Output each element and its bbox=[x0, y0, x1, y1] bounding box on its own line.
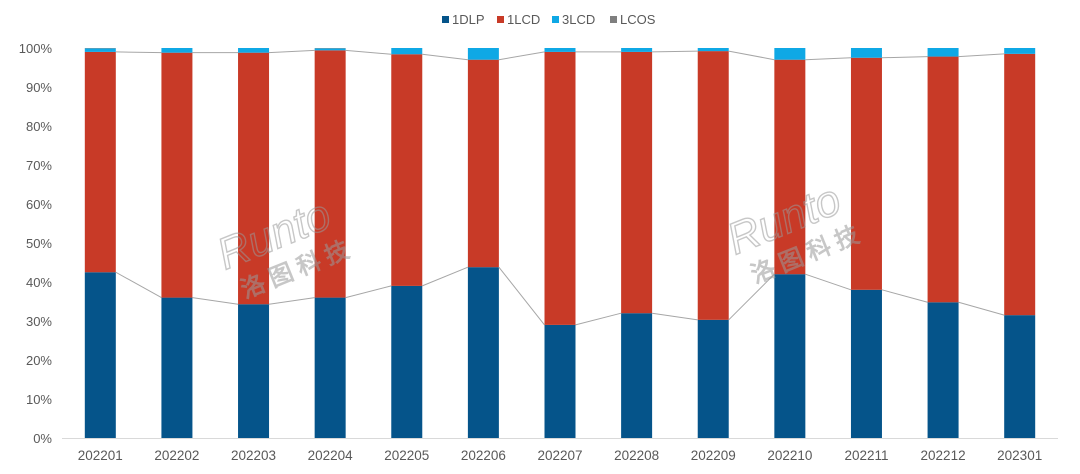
bar-segment-3lcd bbox=[545, 48, 576, 52]
legend-swatch bbox=[442, 16, 449, 23]
bar-segment-1lcd bbox=[698, 51, 729, 320]
connector-line bbox=[729, 51, 775, 60]
y-tick-label: 70% bbox=[26, 158, 52, 173]
x-tick-label: 202202 bbox=[154, 448, 199, 463]
bar-segment-3lcd bbox=[315, 48, 346, 50]
bar-segment-1lcd bbox=[545, 52, 576, 325]
legend-swatch bbox=[497, 16, 504, 23]
bar-segment-1dlp bbox=[851, 290, 882, 438]
bar-segment-1lcd bbox=[468, 60, 499, 267]
bar-segment-1dlp bbox=[621, 313, 652, 438]
x-tick-label: 202203 bbox=[231, 448, 276, 463]
bar-segment-1lcd bbox=[85, 52, 116, 272]
y-tick-label: 0% bbox=[33, 431, 52, 446]
y-tick-label: 90% bbox=[26, 80, 52, 95]
bar-segment-1lcd bbox=[1004, 54, 1035, 315]
bar-segment-1lcd bbox=[928, 57, 959, 303]
connector-line bbox=[269, 50, 315, 52]
connector-line bbox=[882, 57, 928, 58]
y-tick-label: 60% bbox=[26, 197, 52, 212]
connector-line bbox=[499, 52, 545, 60]
bar-segment-3lcd bbox=[238, 48, 269, 53]
connector-line bbox=[576, 313, 622, 325]
bar-segment-1dlp bbox=[928, 302, 959, 438]
x-axis: 202201 202202 202203 202204 202205 202206 2022… bbox=[62, 439, 1058, 464]
bar-segment-1dlp bbox=[391, 286, 422, 438]
bar-segment-1dlp bbox=[315, 298, 346, 438]
y-axis: 0% 10% 20% 30% 40% 50% 60% 70% 80% 90% 100% bbox=[19, 41, 53, 446]
x-tick-label: 202207 bbox=[537, 448, 582, 463]
legend-swatch bbox=[552, 16, 559, 23]
bar-segment-1dlp bbox=[774, 274, 805, 438]
bar-segment-1lcd bbox=[621, 52, 652, 313]
bar-segment-3lcd bbox=[621, 48, 652, 52]
connector-line bbox=[346, 286, 392, 298]
y-tick-label: 100% bbox=[19, 41, 53, 56]
legend-label: 1LCD bbox=[507, 12, 540, 27]
bar-segment-1dlp bbox=[85, 272, 116, 438]
bar-segment-3lcd bbox=[468, 48, 499, 60]
bar-segment-3lcd bbox=[774, 48, 805, 60]
x-tick-label: 202209 bbox=[691, 448, 736, 463]
connector-line bbox=[192, 298, 238, 305]
bar-segment-1dlp bbox=[468, 267, 499, 438]
bar-segment-3lcd bbox=[1004, 48, 1035, 54]
legend: 1DLP 1LCD 3LCD LCOS bbox=[442, 12, 656, 27]
connector-line bbox=[269, 298, 315, 305]
bar-segment-1dlp bbox=[161, 298, 192, 438]
y-tick-label: 50% bbox=[26, 236, 52, 251]
bar-segment-1lcd bbox=[391, 54, 422, 286]
bar-segment-1dlp bbox=[238, 304, 269, 438]
x-tick-label: 202205 bbox=[384, 448, 429, 463]
legend-label: 3LCD bbox=[562, 12, 595, 27]
connector-line bbox=[959, 54, 1005, 57]
bar-segment-1dlp bbox=[698, 320, 729, 438]
legend-label: 1DLP bbox=[452, 12, 485, 27]
x-tick-label: 202201 bbox=[78, 448, 123, 463]
connector-line bbox=[805, 58, 851, 60]
connector-line bbox=[499, 267, 545, 325]
connector-line bbox=[805, 274, 851, 290]
bar-segment-3lcd bbox=[851, 48, 882, 58]
connector-line bbox=[652, 313, 698, 320]
x-tick-label: 202204 bbox=[308, 448, 354, 463]
bar-segment-1dlp bbox=[1004, 315, 1035, 438]
connector-line bbox=[422, 267, 468, 286]
connector-line bbox=[116, 272, 162, 297]
bar-segment-1dlp bbox=[545, 325, 576, 438]
x-tick-label: 202208 bbox=[614, 448, 659, 463]
y-tick-label: 20% bbox=[26, 353, 52, 368]
connector-line bbox=[959, 302, 1005, 315]
x-tick-label: 202211 bbox=[844, 448, 888, 463]
x-tick-label: 202301 bbox=[997, 448, 1042, 463]
connector-line bbox=[116, 52, 162, 53]
y-tick-label: 80% bbox=[26, 119, 52, 134]
connector-line bbox=[882, 290, 928, 302]
bar-segment-3lcd bbox=[161, 48, 192, 53]
x-tick-label: 202212 bbox=[921, 448, 966, 463]
bar-segment-1lcd bbox=[851, 58, 882, 290]
connector-line bbox=[422, 54, 468, 59]
legend-swatch bbox=[610, 16, 617, 23]
y-tick-label: 30% bbox=[26, 314, 52, 329]
y-tick-label: 40% bbox=[26, 275, 52, 290]
legend-label: LCOS bbox=[620, 12, 656, 27]
y-tick-label: 10% bbox=[26, 392, 52, 407]
bar-segment-1lcd bbox=[161, 53, 192, 298]
connector-line bbox=[652, 51, 698, 52]
x-tick-label: 202206 bbox=[461, 448, 506, 463]
bar-segment-3lcd bbox=[85, 48, 116, 52]
bar-segment-3lcd bbox=[391, 48, 422, 54]
x-tick-label: 202210 bbox=[767, 448, 812, 463]
bar-segment-3lcd bbox=[698, 48, 729, 51]
connector-line bbox=[346, 50, 392, 54]
bar-segment-3lcd bbox=[928, 48, 959, 57]
